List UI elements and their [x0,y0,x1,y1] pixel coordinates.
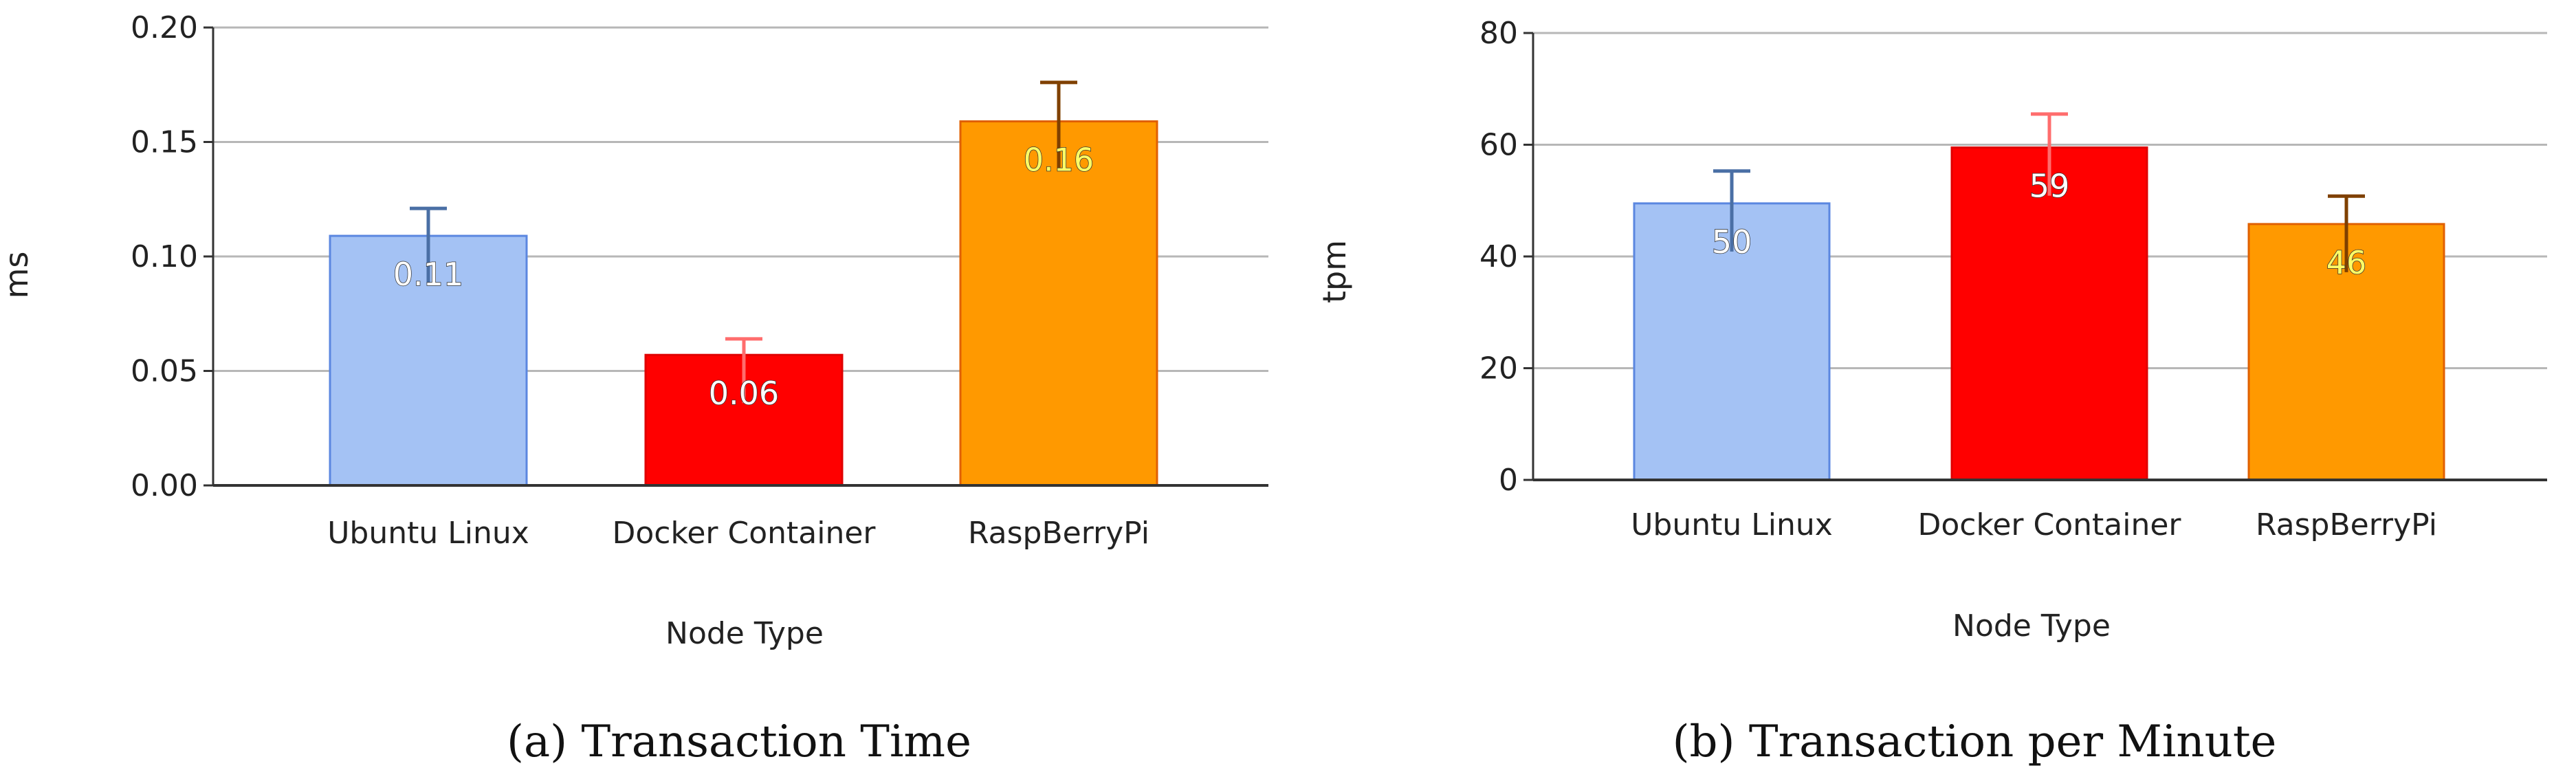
data-label: 46 [2326,244,2367,281]
x-tick-label: Ubuntu Linux [327,516,529,551]
bar-raspberrypi [959,120,1158,487]
error-bar [725,337,762,404]
caption-letter: (b) [1673,716,1735,767]
data-label: 50 [1712,223,1752,261]
x-tick-label: RaspBerryPi [968,516,1149,551]
error-bar [1713,169,1750,252]
x-tick-label: RaspBerryPi [2256,507,2437,542]
chart-transactions-per-minute: 0 20 40 60 80 50 59 46 Ubuntu Linux Docker Contai… [1316,16,2547,767]
y-tick-label: 0.00 [131,468,198,503]
caption-letter: (a) [507,716,567,767]
y-tick-label: 60 [1479,128,1518,163]
y-tick-label: 0.10 [131,239,198,274]
x-tick-label: Docker Container [612,516,876,551]
data-label: 59 [2029,168,2070,205]
x-tick-label: Ubuntu Linux [1631,507,1833,542]
caption: (a) Transaction Time [507,716,971,767]
chart-transaction-time: 0.00 0.05 0.10 0.15 0.20 0.11 0.06 0.16 Ubuntu L… [0,10,1268,767]
x-axis-title: Node Type [1952,608,2111,644]
error-bar [410,206,447,285]
error-bar [2328,194,2365,272]
data-label: 0.11 [393,256,463,293]
y-axis-title: ms [0,252,35,299]
data-label: 0.06 [709,375,779,412]
x-axis-title: Node Type [665,616,824,651]
x-tick-label: Docker Container [1917,507,2181,542]
data-label: 0.16 [1024,142,1094,179]
y-tick-label: 0.20 [131,10,198,45]
y-tick-label: 40 [1479,239,1518,274]
y-axis-title: tpm [1316,240,1353,303]
error-bar [2031,112,2068,196]
y-tick-label: 0.15 [131,125,198,160]
y-tick-label: 20 [1479,351,1518,386]
caption-title: Transaction per Minute [1735,716,2276,767]
caption-title: Transaction Time [567,716,971,767]
y-tick-label: 0.05 [131,354,198,389]
caption: (b) Transaction per Minute [1673,716,2277,767]
error-bar [1040,80,1077,170]
y-tick-label: 0 [1499,463,1518,498]
y-tick-label: 80 [1479,16,1518,51]
